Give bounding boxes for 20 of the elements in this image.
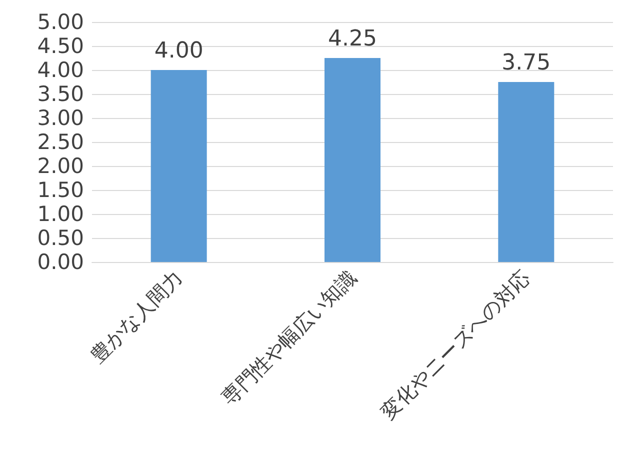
y-tick-label: 1.00 [37,202,84,226]
y-tick-label: 4.50 [37,34,84,58]
x-tick-label: 豊かな人間力 [85,266,188,368]
bar [324,58,380,262]
y-tick-label: 0.50 [37,226,84,250]
x-tick-label: 変化やニーズへの対応 [376,266,535,424]
data-label: 4.00 [154,38,204,64]
y-tick-label: 2.50 [37,130,84,154]
data-label: 4.25 [328,26,377,52]
bar [150,70,207,262]
y-tick-label: 2.00 [37,154,84,178]
y-tick-label: 0.00 [37,250,84,274]
y-tick-label: 1.50 [37,178,84,202]
y-tick-label: 4.00 [37,58,84,82]
y-tick-label: 3.50 [37,82,84,106]
bar [498,82,554,262]
x-tick-label: 専門性や幅広い知識 [216,266,361,410]
y-tick-label: 3.00 [37,106,84,130]
data-label: 3.75 [502,50,551,76]
y-tick-label: 5.00 [37,10,84,34]
